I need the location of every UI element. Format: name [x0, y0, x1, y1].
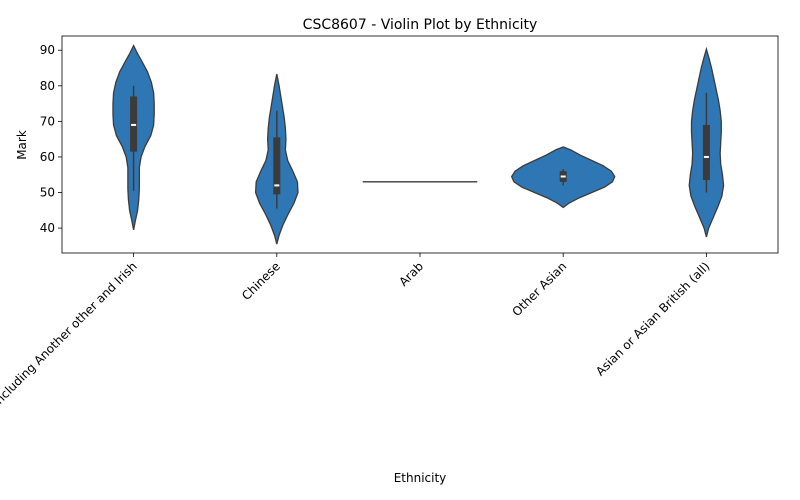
x-tick-label: White including Another other and Irish	[0, 259, 140, 436]
y-tick-label: 50	[40, 186, 55, 200]
x-tick-label: Other Asian	[509, 259, 569, 319]
chart-title: CSC8607 - Violin Plot by Ethnicity	[303, 17, 538, 33]
y-tick-label: 40	[40, 221, 55, 235]
x-tick-label: Arab	[396, 259, 426, 289]
violin-1	[112, 44, 155, 231]
x-axis-label: Ethnicity	[394, 471, 447, 485]
y-tick-label: 70	[40, 114, 55, 128]
y-tick-label: 80	[40, 79, 55, 93]
plot-frame	[61, 35, 779, 254]
y-axis-label: Mark	[15, 130, 29, 160]
x-tick-label: Chinese	[239, 259, 283, 303]
violin-2	[254, 73, 299, 245]
violin-4	[510, 146, 616, 209]
x-tick-label: Asian or Asian British (all)	[593, 259, 712, 378]
plot-area	[112, 44, 725, 245]
median-marker	[274, 184, 280, 187]
iqr-box	[273, 137, 281, 195]
median-marker	[703, 155, 709, 158]
x-axis: White including Another other and Irish C…	[0, 253, 713, 436]
median-marker	[131, 123, 137, 126]
median-marker	[560, 175, 566, 178]
y-tick-label: 90	[40, 43, 55, 57]
y-tick-label: 60	[40, 150, 55, 164]
y-axis: 40 50 60 70 80 90	[40, 43, 62, 235]
iqr-box	[702, 124, 710, 181]
violin-5	[688, 46, 725, 238]
